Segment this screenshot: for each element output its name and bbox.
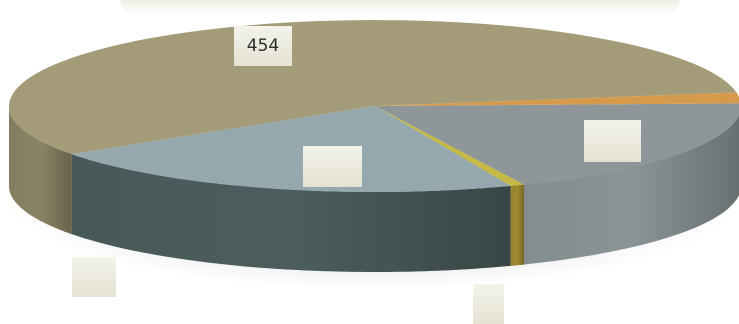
pie-tops [9,20,739,193]
pie-slice-3 [375,103,739,185]
data-label-1 [584,120,641,162]
data-label-3 [303,146,362,187]
pie-slice-2 [375,106,524,186]
pie-slice-4 [375,92,739,106]
pie-side-shade-2 [510,184,524,266]
pie-slice-0 [9,20,737,155]
pie-sides [9,106,739,272]
data-label-2 [473,284,504,324]
pie-slice-1 [71,106,511,193]
data-label-0: 454 [234,26,292,66]
pie-side-shade-1 [71,154,511,272]
pie-side-shade-3 [524,115,739,265]
data-label-4 [72,257,116,297]
pie-side-shade-0 [9,106,72,235]
top-shadow [120,0,680,16]
